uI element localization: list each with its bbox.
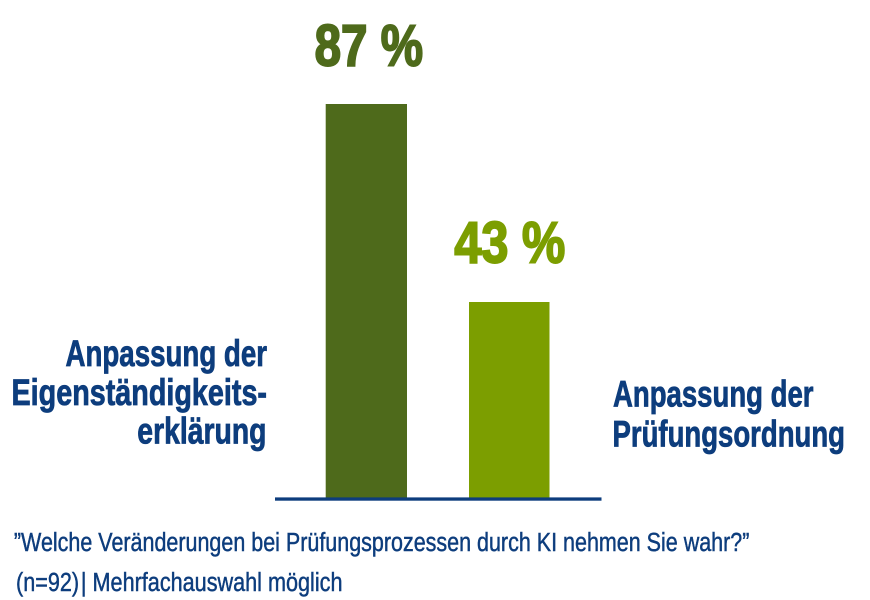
svg-text:87 %: 87 % bbox=[315, 14, 423, 79]
svg-text:Prüfungsordnung: Prüfungsordnung bbox=[613, 412, 846, 454]
svg-text:erklärung: erklärung bbox=[137, 410, 266, 452]
svg-text:Anpassung der: Anpassung der bbox=[613, 373, 814, 415]
svg-text:(n=92) | Mehrfachauswahl mögli: (n=92) | Mehrfachauswahl möglich bbox=[16, 569, 343, 597]
svg-text:Eigenständigkeits-: Eigenständigkeits- bbox=[12, 371, 268, 413]
svg-text:Anpassung der: Anpassung der bbox=[66, 332, 268, 374]
svg-text:”Welche Veränderungen bei Prüf: ”Welche Veränderungen bei Prüfungsprozes… bbox=[14, 529, 750, 557]
svg-text:43 %: 43 % bbox=[454, 210, 565, 275]
